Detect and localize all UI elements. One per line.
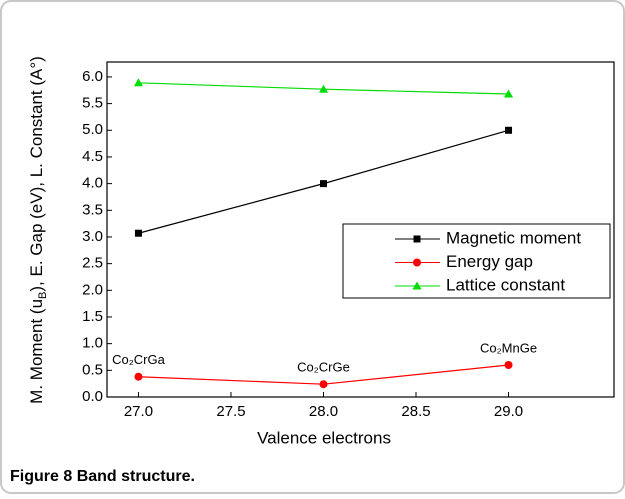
y-label-sub: B	[37, 292, 49, 299]
y-tick-label: 1.5	[82, 308, 103, 325]
y-axis-label: M. Moment (uB), E. Gap (eV), L. Constant…	[27, 56, 48, 404]
x-tick-label: 27.0	[124, 403, 153, 420]
x-tick-label: 28.5	[401, 403, 430, 420]
y-tick-label: 1.0	[82, 335, 103, 352]
y-tick-label: 2.0	[82, 281, 103, 298]
caption-label: Figure 8	[10, 468, 72, 485]
y-tick-label: 5.0	[82, 121, 103, 138]
y-tick-label: 5.5	[82, 95, 103, 112]
legend-box	[342, 223, 611, 299]
annotation: Co₂CrGe	[297, 360, 350, 375]
marker	[319, 180, 327, 188]
marker	[318, 84, 328, 93]
y-tick-label: 3.5	[82, 201, 103, 218]
caption-text: Band structure.	[77, 468, 195, 485]
marker	[134, 229, 142, 237]
marker	[504, 360, 513, 369]
y-tick-label: 4.5	[82, 148, 103, 165]
y-label-part: ), E. Gap (eV), L. Constant (A°)	[27, 56, 46, 291]
x-axis-label: Valence electrons	[257, 428, 391, 447]
y-tick-label: 6.0	[82, 68, 103, 85]
annotation: Co₂MnGe	[480, 340, 537, 355]
caption: Figure 8 Band structure.	[10, 468, 195, 485]
x-tick-label: 27.5	[216, 403, 245, 420]
legend-label: Lattice constant	[446, 275, 565, 294]
x-tick-label: 29.0	[494, 403, 523, 420]
marker	[505, 126, 513, 134]
y-tick-label: 0.5	[82, 361, 103, 378]
marker	[134, 372, 143, 381]
plot-frame	[106, 61, 615, 398]
x-tick-label: 28.0	[309, 403, 338, 420]
marker	[504, 89, 514, 98]
y-tick-label: 0.0	[82, 388, 103, 405]
marker	[319, 380, 328, 389]
legend-marker	[412, 281, 422, 290]
annotation: Co₂CrGa	[112, 352, 165, 367]
marker	[133, 78, 143, 87]
y-tick-label: 3.0	[82, 228, 103, 245]
legend-label: Magnetic moment	[446, 228, 581, 247]
y-label-part: M. Moment (u	[27, 299, 46, 404]
legend-label: Energy gap	[446, 252, 533, 271]
y-tick-label: 4.0	[82, 175, 103, 192]
legend-marker	[413, 235, 421, 243]
legend-marker	[413, 258, 421, 267]
y-tick-label: 2.5	[82, 255, 103, 272]
